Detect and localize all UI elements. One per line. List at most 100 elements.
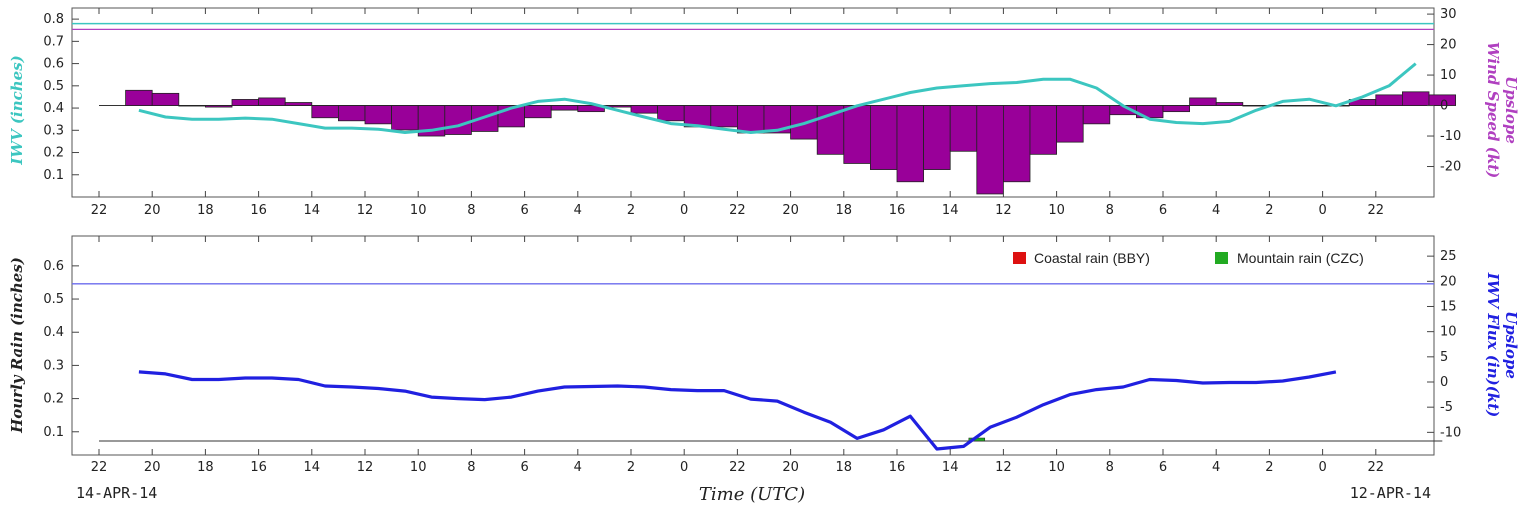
bottom-x-tick-label: 8 [467,460,475,475]
top-x-tick-label: 2 [627,203,635,218]
wind-bar [1029,105,1058,155]
top-x-tick-label: 8 [1106,203,1114,218]
legend: Coastal rain (BBY) Mountain rain (CZC) [1013,250,1364,266]
wind-bar [657,105,685,122]
bottom-y-right-tick-label: 25 [1440,249,1457,264]
bottom-plot-frame [71,235,1435,456]
top-x-tick-label: 22 [91,203,108,218]
bottom-y-right-tick-label: -10 [1440,425,1461,440]
legend-label-mountain: Mountain rain (CZC) [1237,250,1364,266]
legend-swatch-coastal [1013,252,1026,264]
bottom-y-left-tick-label: 0.6 [43,259,64,274]
wind-bar [737,105,765,134]
wind-bar [1056,105,1084,143]
x-axis-title: Time (UTC) [699,484,805,505]
top-y-left-tick-label: 0.7 [43,34,64,49]
bottom-x-tick-label: 6 [1159,460,1167,475]
bottom-x-tick-label: 12 [357,460,374,475]
top-x-tick-label: 18 [836,203,853,218]
top-y-left-tick-label: 0.1 [43,168,64,183]
bottom-x-tick-label: 16 [889,460,906,475]
top-y-right-tick-label: -10 [1440,129,1461,144]
top-x-tick-label: 20 [144,203,161,218]
top-x-tick-label: 22 [729,203,746,218]
top-panel: 22 20 18 16 14 12 10 8 6 4 2 0 22 20 18 16 14 12 10 8 6 4 2 0 22… [8,7,1520,218]
bottom-y-right-tick-label: 15 [1440,299,1457,314]
bottom-y-right-tick-label: 20 [1440,274,1457,289]
wind-bar [151,92,180,106]
wind-bar [178,105,206,107]
legend-swatch-mountain [1215,252,1228,264]
top-x-tick-label: 6 [520,203,528,218]
wind-bar [231,99,260,106]
top-x-tick-label: 12 [357,203,374,218]
bottom-left-axis-label: Hourly Rain (inches) [8,257,26,434]
date-right: 12-APR-14 [1350,484,1431,502]
top-x-tick-label: 20 [782,203,799,218]
wind-bar [630,105,659,114]
top-x-tick-label: 10 [1048,203,1065,218]
top-x-tick-label: 4 [1212,203,1220,218]
wind-bar [710,105,738,128]
bottom-y-left-tick-label: 0.5 [43,292,64,307]
wind-bar [843,105,871,164]
top-x-tick-label: 2 [1265,203,1273,218]
wind-bar [284,102,313,106]
flux-line [138,370,1337,451]
bottom-x-tick-label: 20 [782,460,799,475]
bottom-y-right-tick-label: 0 [1440,375,1448,390]
bottom-x-tick-label: 22 [729,460,746,475]
top-y-left-tick-label: 0.6 [43,57,64,72]
top-x-tick-label: 10 [410,203,427,218]
bottom-right-axis-label-2: IWV Flux (in)(kt) [1484,272,1502,417]
wind-bar [577,105,605,113]
top-y-left-tick-label: 0.3 [43,123,64,138]
wind-bar [1295,105,1324,107]
bottom-x-tick-label: 22 [91,460,108,475]
top-x-tick-label: 0 [1318,203,1326,218]
top-x-tick-label: 14 [304,203,321,218]
top-x-tick-label: 12 [995,203,1012,218]
legend-label-coastal: Coastal rain (BBY) [1034,250,1150,266]
wind-bar [444,105,472,135]
bottom-y-left-tick-label: 0.2 [43,392,64,407]
top-y-left-tick-label: 0.2 [43,146,64,161]
wind-bar [1082,105,1111,125]
bottom-x-tick-label: 4 [574,460,582,475]
top-x-tick-label: 16 [889,203,906,218]
top-x-tick-label: 4 [574,203,582,218]
bottom-right-axis-label-1: Upslope [1502,311,1520,379]
wind-bar [204,105,233,108]
bottom-x-tick-label: 0 [1318,460,1326,475]
wind-bar [337,105,366,122]
bottom-x-tick-label: 16 [250,460,267,475]
top-x-tick-label: 6 [1159,203,1167,218]
top-x-tick-label: 16 [250,203,267,218]
top-y-right-tick-label: 30 [1440,7,1457,22]
top-x-tick-label: 18 [197,203,214,218]
wind-bar [1162,105,1191,113]
top-left-axis-label: IWV (inches) [8,55,26,166]
wind-bar [391,105,419,131]
top-y-left-tick-label: 0.4 [43,101,64,116]
top-y-left-tick-label: 0.5 [43,79,64,94]
top-x-tick-label: 8 [467,203,475,218]
top-y-right-tick-label: 20 [1440,38,1457,53]
bottom-y-left-tick-label: 0.3 [43,358,64,373]
bottom-x-tick-label: 14 [304,460,321,475]
bottom-x-tick-label: 2 [627,460,635,475]
wind-bar [1003,105,1031,183]
top-y-right-tick-label: 0 [1440,99,1448,114]
top-y-right-tick-label: -20 [1440,160,1461,175]
wind-bar [1189,97,1217,106]
bottom-x-tick-label: 18 [836,460,853,475]
bottom-x-tick-label: 0 [680,460,688,475]
wind-bar [870,105,898,170]
top-y-left-tick-label: 0.8 [43,12,64,27]
top-right-axis-label-2: Wind Speed (kt) [1484,42,1502,179]
top-x-tick-label: 14 [942,203,959,218]
wind-bar [550,105,579,111]
bottom-y-right-tick-label: -5 [1440,400,1453,415]
wind-bar [364,105,393,125]
